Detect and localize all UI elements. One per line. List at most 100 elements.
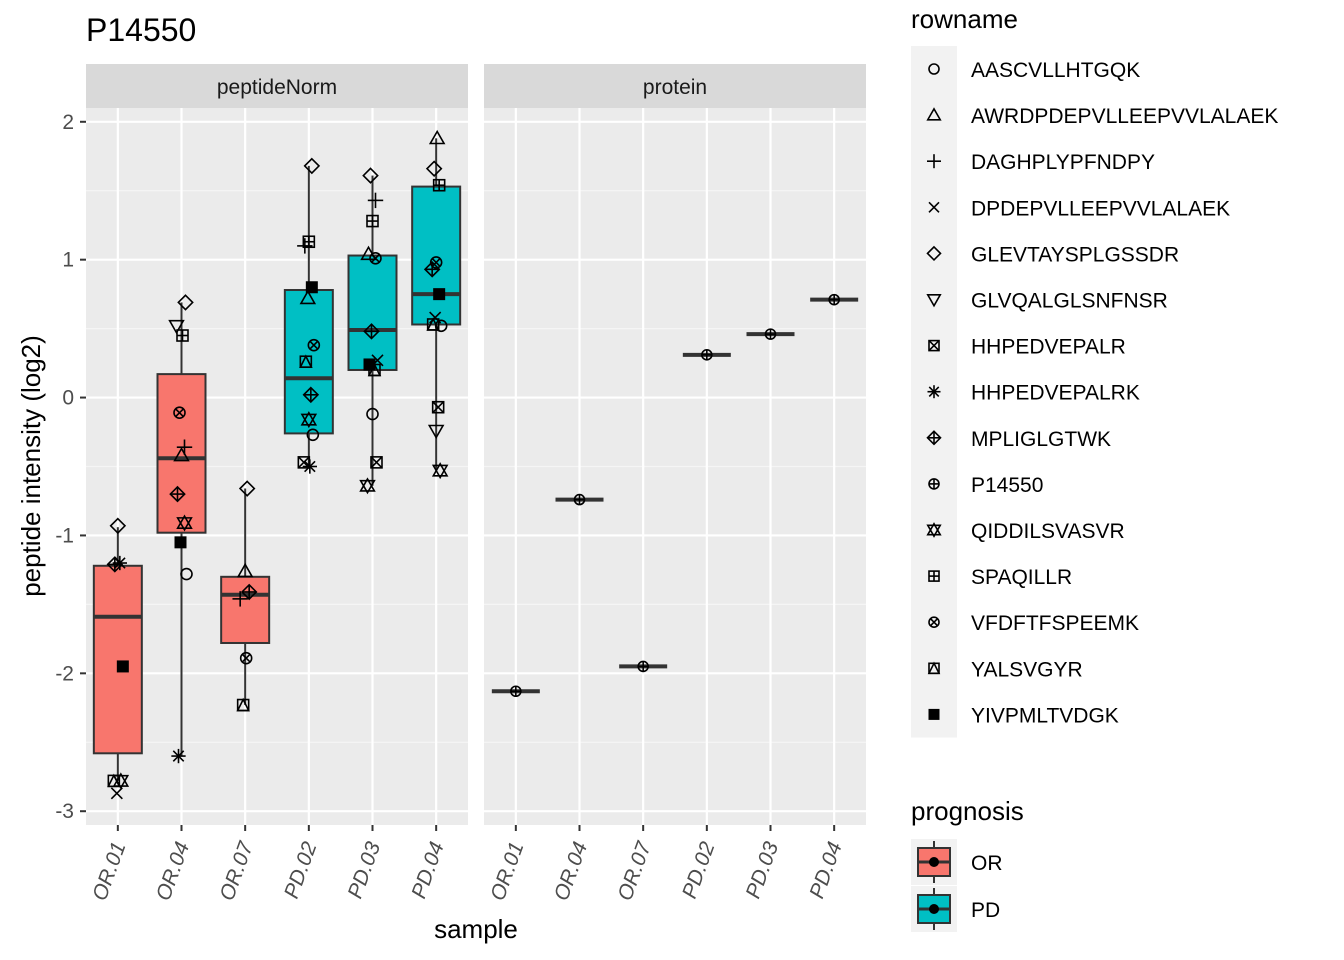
point-daghplypfndpy [297,238,313,254]
legend-item: MPLIGLGTWK [926,428,1111,451]
legend-item-label: HHPEDVEPALRK [971,382,1140,405]
point-glevtaysplgssdr [425,160,443,177]
point-awrdpdepvlleepvvlalaek [428,129,446,145]
point-daghplypfndpy [367,192,384,209]
protein-mark-PD.03 [746,328,795,340]
x-tick-label: OR.04 [152,839,194,904]
legend-key-diamond [926,245,942,262]
protein-mark-OR.01 [491,685,540,698]
point-yalsvgyr [426,317,440,331]
legend-item-label: AASCVLLHTGQK [971,59,1140,82]
point-qiddilsvasvr [300,411,318,429]
protein-point [828,293,840,306]
legend-item: HHPEDVEPALRK [927,382,1140,405]
legend-item: PD [911,886,1000,932]
legend-item: GLEVTAYSPLGSSDR [926,243,1179,266]
point-vfdftfspeemk [173,406,186,420]
point-yalsvgyr [236,697,250,712]
point-hhpedvepalrk [112,555,127,571]
point-spaqillr [366,214,379,228]
protein-point [637,660,649,673]
point-vfdftfspeemk [369,251,382,265]
box-OR.04 [156,302,207,757]
point-yivpmltvdgk [433,288,446,301]
legend-title: rowname [911,4,1018,34]
point-hhpedvepalr [370,456,383,469]
point-glevtaysplgssdr [303,157,321,175]
point-vfdftfspeemk [239,651,253,665]
x-tick-label: OR.07 [613,838,656,904]
legend-key-square-triangle [927,661,941,675]
legend-item: HHPEDVEPALR [928,336,1126,359]
legend-key-diamond-plus [926,430,942,446]
point-mpliglgtwk [169,485,186,503]
point-glevtaysplgssdr [238,480,256,497]
legend-item-label: YALSVGYR [971,658,1083,681]
point-glevtaysplgssdr [362,167,379,184]
point-qiddilsvasvr [112,772,130,790]
box-iqr [347,254,398,371]
protein-point [510,685,522,698]
point-awrdpdepvlleepvvlalaek [299,289,317,305]
legend-key-triangle [926,107,942,121]
legend-item-label: HHPEDVEPALR [971,336,1126,359]
protein-mark-OR.04 [555,493,604,506]
legend-item: AASCVLLHTGQK [928,59,1140,82]
point-qiddilsvasvr [359,477,376,495]
legend-item-label: AWRDPDEPVLLEEPVVLALAEK [971,105,1278,128]
legend-key-triangle-down [926,294,942,308]
point-qiddilsvasvr [176,514,193,532]
point-hhpedvepalr [431,400,445,414]
y-axis-title: peptide intensity (log2) [16,335,46,597]
y-tick-label: 0 [62,387,74,410]
legend-item: SPAQILLR [928,566,1072,589]
protein-point [573,493,586,506]
point-dpdepvlleepvvlalaek [110,787,123,800]
point-aascvllhtgqk [180,567,193,581]
protein-point [701,349,713,361]
protein-point [764,328,777,340]
rowname-legend: rowname AASCVLLHTGQK AWRDPDEPVLLEEPVVLALAE… [911,4,1278,738]
legend-key-asterisk [927,385,941,399]
point-yivpmltvdgk [174,536,187,549]
facet-strip [86,64,468,108]
legend-item-label: MPLIGLGTWK [971,428,1111,451]
facet-strip-label: protein [643,76,707,99]
legend-item: YALSVGYR [927,658,1083,681]
box-iqr [220,575,271,644]
legend-item: DAGHPLYPFNDPY [927,151,1155,174]
point-aascvllhtgqk [434,319,448,333]
legend-key-point [929,857,939,867]
y-tick-label: -2 [55,662,74,685]
legend-item: VFDFTFSPEEMK [928,612,1139,635]
x-tick-label: OR.01 [88,839,130,904]
legend-item-label: QIDDILSVASVR [971,520,1125,543]
facet-panels: peptideNorm OR.01 OR.04 OR.07 PD.02 PD.03 PD.0… [55,64,866,904]
legend-item: GLVQALGLSNFNSR [926,290,1168,313]
box-iqr [156,373,207,534]
point-awrdpdepvlleepvvlalaek [173,446,190,462]
protein-mark-PD.04 [810,293,859,306]
legend-key-star-of-david [926,522,942,538]
legend-key-circle [928,63,940,75]
facet-strip [484,64,866,108]
point-glvqalglsnfnsr [427,424,445,440]
box-PD.04 [411,138,462,471]
legend-item-label: GLEVTAYSPLGSSDR [971,243,1179,266]
y-tick-label: 1 [62,249,74,272]
legend-key-circle-cross [928,616,940,629]
point-spaqillr [176,329,189,342]
point-glevtaysplgssdr [177,294,194,311]
point-yalsvgyr [367,362,382,377]
box-iqr [411,185,462,326]
chart-title: P14550 [86,12,196,48]
legend-key-square-plus [928,570,940,582]
legend-item: P14550 [928,474,1043,497]
point-aascvllhtgqk [306,428,320,442]
x-axis-title: sample [434,914,518,944]
point-hhpedvepalrk [302,459,317,474]
box-OR.07 [220,488,271,706]
legend-key-plus [927,154,941,169]
legend-item-label: GLVQALGLSNFNSR [971,290,1168,313]
